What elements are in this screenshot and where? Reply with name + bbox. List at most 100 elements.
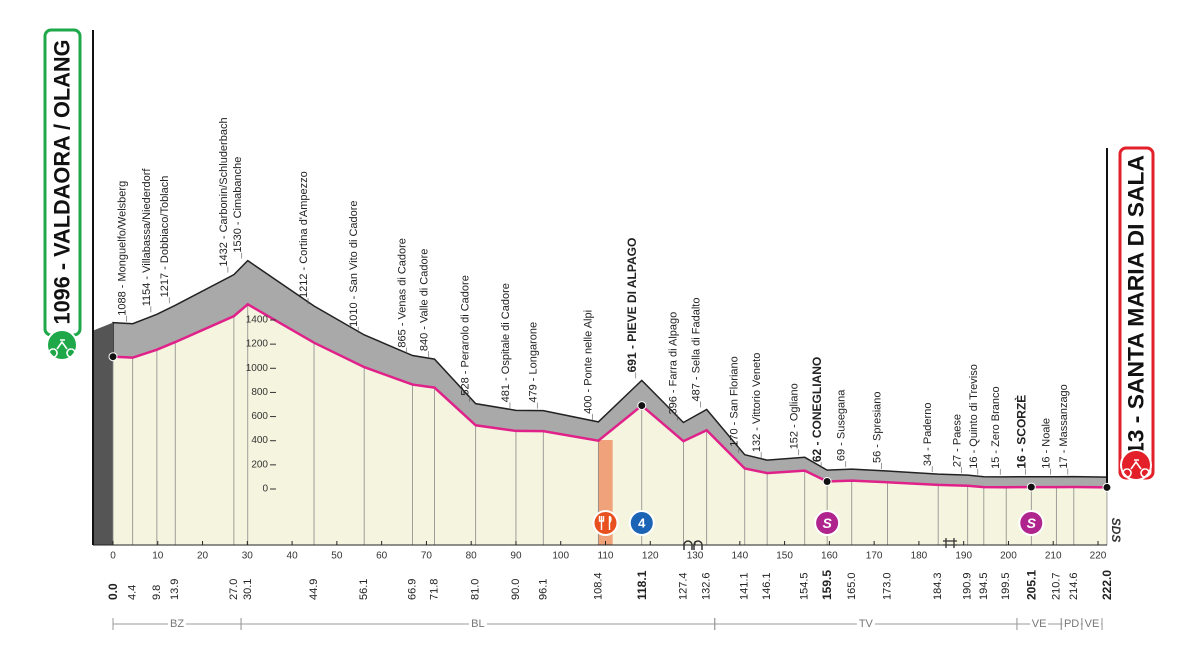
waypoint-label: 400 - Ponte nelle Alpi [582,310,594,414]
region-label: VE [1032,618,1047,630]
km-label: 132.6 [701,572,713,600]
km-label: 0.0 [106,583,120,600]
km-label: 96.1 [537,579,549,600]
region-label: BL [471,618,484,630]
region-bg [1082,617,1101,631]
x-tick-label: 110 [598,551,614,562]
x-tick-label: 200 [1000,551,1017,562]
km-label: 146.1 [761,572,773,600]
x-tick-label: 30 [242,551,254,562]
x-tick-label: 10 [152,551,164,562]
x-tick-label: 60 [376,551,388,562]
km-label: 56.1 [358,579,370,600]
waypoint-dot [637,401,647,411]
waypoint-label: 27 - Paese [952,414,964,467]
km-label: 30.1 [242,579,254,600]
bike-glyph [1122,459,1150,478]
km-label: 90.0 [510,579,522,600]
x-tick-label: 20 [197,551,209,562]
km-label: 66.9 [407,579,419,600]
x-tick-label: 90 [510,551,522,562]
y-tick-label: 200 [251,459,268,470]
x-tick-label: 190 [955,551,972,562]
tunnel-icon [683,540,703,550]
waypoint-label: 479 - Longarone [527,322,539,403]
waypoint-label: 865 - Venas di Cadore [397,238,409,347]
region-bg [168,617,187,631]
waypoint-label: 1530 - Cimabanche [232,157,244,253]
waypoint-label: 16 - Noale [1040,418,1052,469]
waypoint-label: 487 - Sella di Fadalto [691,298,703,402]
x-tick-label: 220 [1090,551,1107,562]
waypoint-label: 481 - Ospitale di Cadore [500,283,512,402]
waypoint-label: 1432 - Carbonin/Schluderbach [218,117,230,266]
region-label: PD [1064,618,1079,630]
x-tick-label: 150 [776,551,793,562]
waypoint-label: 56 - Spresiano [872,391,884,463]
km-label: 4.4 [127,585,139,600]
km-label: 127.4 [677,572,689,600]
waypoint-label: 170 - San Floriano [729,356,741,447]
region-bg [1062,617,1081,631]
x-tick-label: 210 [1045,551,1062,562]
waypoint-label: 1154 - Villabassa/Niederdorf [141,168,153,307]
y-tick-label: 1400 [246,315,269,326]
km-label: 165.0 [846,572,858,600]
ground-fill [113,304,1107,545]
km-label: 222.0 [1100,570,1114,600]
km-label: 199.5 [1000,572,1012,600]
waypoint-label: 1212 - Cortina d'Ampezzo [298,171,310,298]
kom-category: 4 [638,516,646,531]
km-label: 154.5 [799,572,811,600]
waypoint-label: 840 - Valle di Cadore [418,249,430,352]
km-label: 184.3 [932,572,944,600]
y-tick-label: 800 [251,387,268,398]
waypoint-label: 16 - Quinto di Treviso [968,364,980,469]
finish-icon [1120,449,1152,481]
km-label: 44.9 [308,579,320,600]
waypoint-label: 691 - PIEVE DI ALPAGO [625,238,639,373]
km-label: 205.1 [1024,570,1038,600]
km-label: 27.0 [228,579,240,600]
waypoint-label: 528 - Perarolo di Cadore [460,275,472,395]
waypoint-dot [822,477,832,487]
km-label: 9.8 [151,585,163,600]
overlay-layer: 0.0 4.4 9.8 13.9 27.0 30.1 44.9 56.1 66.9 71.8 81.… [106,117,1114,631]
y-tick-label: 1000 [246,363,269,374]
y-tick-label: 0 [262,484,268,495]
km-label: 214.6 [1068,572,1080,600]
x-tick-label: 160 [821,551,838,562]
x-tick-label: 50 [331,551,343,562]
waypoint-label: 15 - Zero Branco [990,386,1002,469]
waypoint-label: 132 - Vittorio Veneto [751,353,763,452]
km-label: 141.1 [739,572,751,600]
x-tick-label: 100 [552,551,569,562]
kom-icon [628,510,655,536]
x-tick-label: 180 [911,551,928,562]
region-bg [1030,617,1049,631]
x-tick-label: 70 [421,551,433,562]
km-label: 159.5 [820,570,834,600]
region-bg [468,617,487,631]
region-bg [856,617,875,631]
waypoint-dot [1026,482,1036,492]
waypoint-label: 16 - SCORZÈ [1013,395,1028,469]
km-label: 194.5 [978,572,990,600]
road-line [112,302,1107,489]
endpoint-dot [108,352,118,362]
region-label: BZ [170,618,184,630]
km-label: 190.9 [962,572,974,600]
feed-icon [592,510,619,536]
km-label: 71.8 [428,579,440,600]
endpoint-dot [1102,482,1112,492]
km-label: 108.4 [592,572,604,600]
km-label: 13.9 [169,579,181,600]
feed-glyph [598,515,612,530]
x-tick-label: 140 [731,551,748,562]
region-label: TV [859,618,874,630]
waypoint-label: 1010 - San Vito di Cadore [348,200,360,326]
waypoint-label: 69 - Susegana [836,389,848,461]
sprint-symbol: S [1027,515,1037,531]
start-label: 1096 - VALDAORA / OLANG [50,40,75,325]
